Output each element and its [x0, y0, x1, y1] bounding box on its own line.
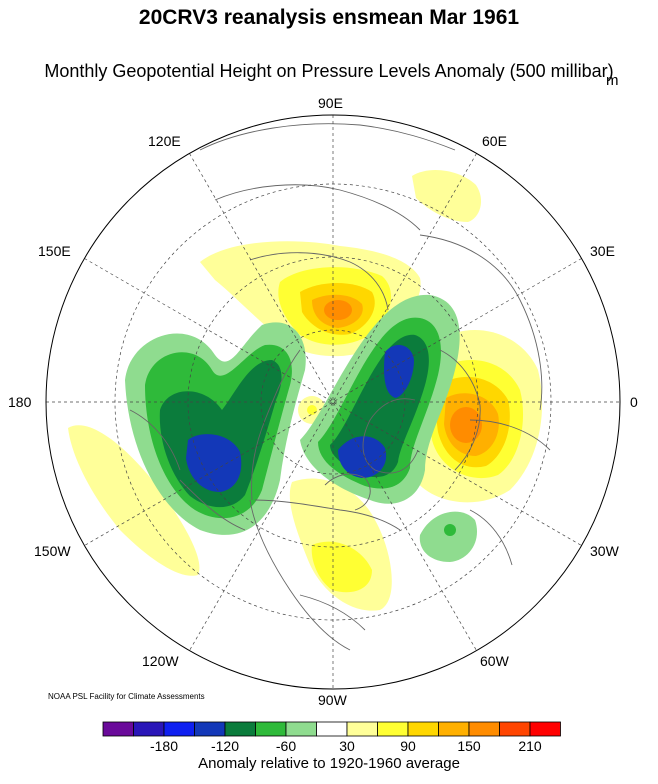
colorbar-swatch — [224, 721, 256, 737]
lon-label-60w: 60W — [480, 653, 509, 669]
lon-label-120w: 120W — [142, 653, 179, 669]
lon-label-120e: 120E — [148, 133, 181, 149]
colorbar-swatch — [316, 721, 348, 737]
colorbar-swatch — [438, 721, 470, 737]
anomaly-north-america-positive — [289, 478, 392, 611]
lon-label-150w: 150W — [34, 543, 71, 559]
colorbar-swatch — [133, 721, 165, 737]
lon-label-180: 180 — [8, 394, 32, 410]
colorbar-tick-label: 150 — [457, 738, 481, 754]
colorbar-swatch — [407, 721, 439, 737]
colorbar — [102, 721, 561, 737]
lon-label-30w: 30W — [590, 543, 619, 559]
colorbar-tick-label: -60 — [275, 738, 297, 754]
coastlines — [129, 123, 551, 651]
colorbar-tick-label: -180 — [149, 738, 179, 754]
colorbar-swatch — [194, 721, 226, 737]
anomaly-central-asia-positive — [412, 170, 482, 222]
colorbar-label: Anomaly relative to 1920-1960 average — [198, 755, 460, 772]
colorbar-swatch — [499, 721, 531, 737]
lon-label-90e: 90E — [318, 95, 343, 111]
colorbar-swatch — [285, 721, 317, 737]
colorbar-swatch — [163, 721, 195, 737]
colorbar-swatch — [468, 721, 500, 737]
map-title: 20CRV3 reanalysis ensmean Mar 1961 — [138, 6, 520, 29]
colorbar-tick-labels: -180 -120 -60 30 90 150 210 — [0, 738, 658, 756]
lon-label-150e: 150E — [38, 243, 71, 259]
colorbar-swatch — [346, 721, 378, 737]
colorbar-swatch — [529, 721, 561, 737]
colorbar-swatch — [102, 721, 134, 737]
credit-text: NOAA PSL Facility for Climate Assessment… — [48, 692, 205, 701]
map-border — [45, 114, 621, 690]
anomaly-bering-negative — [125, 322, 306, 535]
lon-label-90w: 90W — [318, 692, 347, 708]
anomaly-atlantic-negative — [419, 511, 478, 562]
colorbar-tick-label: -120 — [210, 738, 240, 754]
lon-label-0: 0 — [630, 394, 638, 410]
graticule — [46, 115, 620, 689]
lon-label-30e: 30E — [590, 243, 615, 259]
anomaly-pacific-positive — [68, 425, 200, 576]
map-subtitle: Monthly Geopotential Height on Pressure … — [44, 61, 614, 81]
colorbar-tick-label: 90 — [400, 738, 416, 754]
colorbar-swatch — [255, 721, 287, 737]
colorbar-tick-label: 30 — [339, 738, 355, 754]
anomaly-greenland-negative — [300, 294, 460, 504]
map-disk — [46, 115, 620, 689]
colorbar-swatch — [377, 721, 409, 737]
units-label: m — [606, 72, 619, 89]
lon-label-60e: 60E — [482, 133, 507, 149]
anomaly-siberia-positive — [200, 241, 421, 357]
colorbar-tick-label: 210 — [518, 738, 542, 754]
